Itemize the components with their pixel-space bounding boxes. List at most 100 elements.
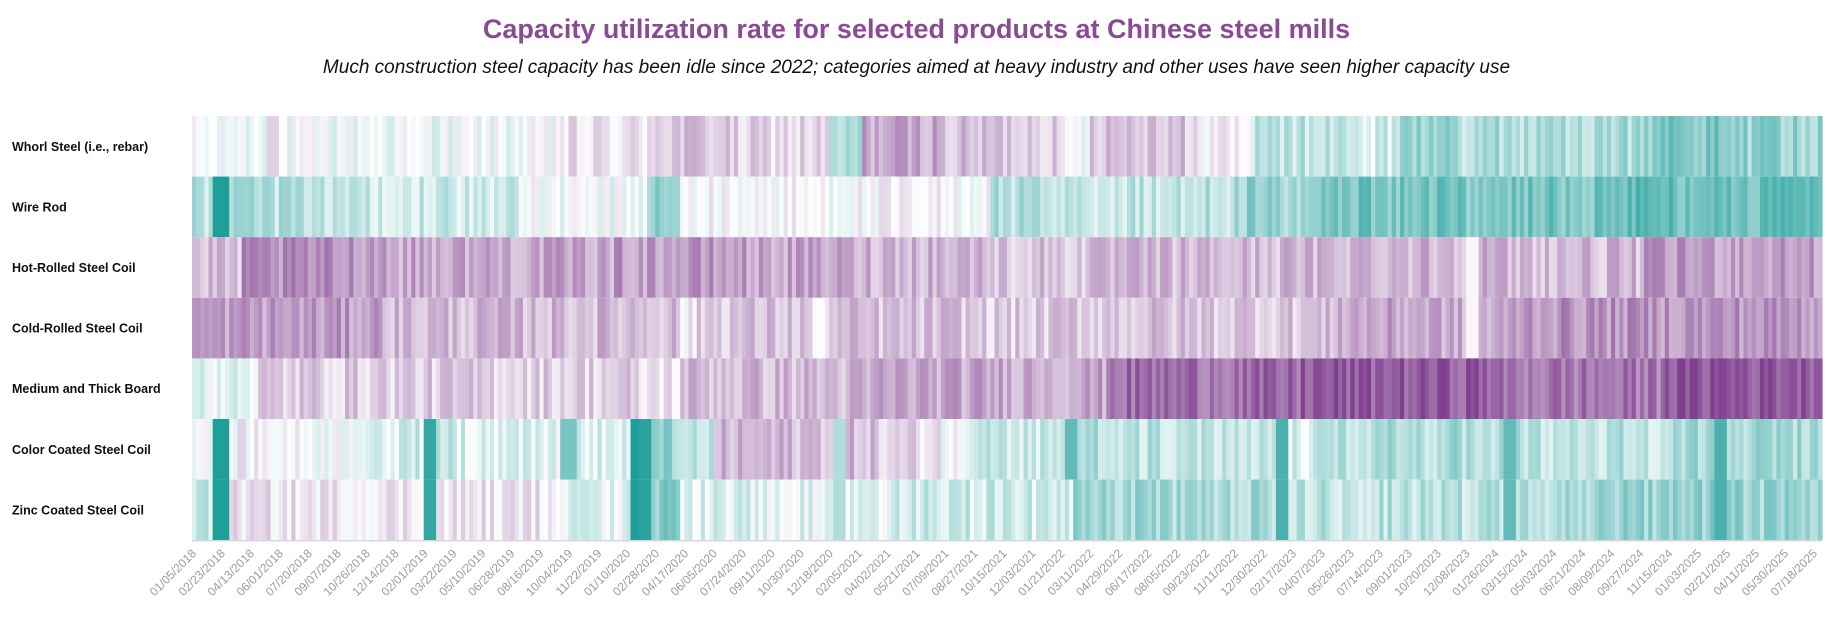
heatmap-cell xyxy=(1499,358,1505,419)
heatmap-cell xyxy=(779,419,785,480)
heatmap-cell xyxy=(1280,237,1285,298)
heatmap-cell xyxy=(1234,176,1240,238)
heatmap-cell xyxy=(1035,116,1041,177)
heatmap-cell xyxy=(1048,358,1054,419)
heatmap-cell xyxy=(200,237,206,298)
heatmap-cell xyxy=(1023,176,1029,238)
heatmap-cell xyxy=(1147,237,1153,298)
heatmap-cell xyxy=(1710,479,1716,541)
heatmap-cell xyxy=(316,419,321,480)
heatmap-cell xyxy=(932,176,938,238)
heatmap-cell xyxy=(891,116,896,177)
heatmap-cell xyxy=(1433,419,1438,480)
heatmap-cell xyxy=(1073,419,1078,480)
heatmap-cell xyxy=(1246,237,1252,298)
heatmap-cell xyxy=(1577,297,1583,359)
heatmap-cell xyxy=(965,116,971,177)
heatmap-cell xyxy=(1548,479,1554,541)
heatmap-cell xyxy=(1747,176,1753,238)
heatmap-cell xyxy=(1093,358,1099,419)
heatmap-cell xyxy=(1817,419,1823,480)
heatmap-cell xyxy=(783,176,789,238)
heatmap-cell xyxy=(593,116,599,177)
heatmap-cell xyxy=(469,237,474,298)
heatmap-cell xyxy=(676,116,681,177)
heatmap-cell xyxy=(1664,419,1670,480)
heatmap-cell xyxy=(729,297,735,359)
heatmap-cell xyxy=(1718,479,1724,541)
heatmap-cell xyxy=(986,297,992,359)
heatmap-cell xyxy=(1449,116,1455,177)
heatmap-cell xyxy=(1193,297,1198,359)
heatmap-cell xyxy=(1424,176,1430,238)
heatmap-cell xyxy=(742,419,747,480)
heatmap-cell xyxy=(1606,479,1612,541)
heatmap-cell xyxy=(1383,176,1389,238)
heatmap-cell xyxy=(887,358,892,419)
heatmap-cell xyxy=(1453,479,1459,541)
heatmap-cell xyxy=(568,237,574,298)
heatmap-cell xyxy=(713,297,719,359)
heatmap-cell xyxy=(1673,176,1678,238)
heatmap-cell xyxy=(411,176,416,238)
heatmap-cell xyxy=(1681,358,1687,419)
heatmap-cell xyxy=(1743,358,1749,419)
heatmap-cell xyxy=(1482,116,1488,177)
heatmap-cell xyxy=(870,116,876,177)
heatmap-cell xyxy=(1648,176,1653,238)
heatmap-cell xyxy=(477,176,483,238)
heatmap-cell xyxy=(1259,176,1265,238)
heatmap-cell xyxy=(1089,479,1095,541)
heatmap-cell xyxy=(1366,419,1372,480)
heatmap-cell xyxy=(1784,176,1790,238)
heatmap-cell xyxy=(998,116,1004,177)
heatmap-cell xyxy=(796,237,801,298)
heatmap-cell xyxy=(940,297,946,359)
heatmap-cell xyxy=(1064,176,1070,238)
heatmap-cell xyxy=(1172,419,1178,480)
heatmap-cell xyxy=(1685,358,1691,419)
heatmap-cell xyxy=(982,358,987,419)
heatmap-cell xyxy=(506,176,512,238)
heatmap-cell xyxy=(1445,419,1451,480)
heatmap-cell xyxy=(510,479,516,541)
heatmap-cell xyxy=(465,116,470,177)
heatmap-cell xyxy=(1408,116,1414,177)
heatmap-cell xyxy=(498,419,503,480)
heatmap-cell xyxy=(1011,297,1016,359)
heatmap-cell xyxy=(1309,358,1314,419)
heatmap-cell xyxy=(522,297,528,359)
heatmap-cell xyxy=(940,116,946,177)
heatmap-cell xyxy=(1565,479,1571,541)
heatmap-cell xyxy=(746,176,752,238)
heatmap-cell xyxy=(787,297,793,359)
heatmap-cell xyxy=(245,176,251,238)
heatmap-cell xyxy=(609,297,615,359)
heatmap-cell xyxy=(1408,176,1414,238)
heatmap-cell xyxy=(1685,237,1691,298)
heatmap-cell xyxy=(208,297,214,359)
heatmap-cell xyxy=(1528,116,1534,177)
heatmap-cell xyxy=(692,358,698,419)
heatmap-cell xyxy=(849,358,855,419)
heatmap-cell xyxy=(1395,358,1401,419)
heatmap-cell xyxy=(1383,419,1389,480)
heatmap-cell xyxy=(357,419,363,480)
heatmap-cell xyxy=(1193,479,1198,541)
heatmap-cell xyxy=(1126,237,1132,298)
heatmap-cell xyxy=(1366,479,1372,541)
heatmap-cell xyxy=(465,297,470,359)
heatmap-cell xyxy=(1433,479,1438,541)
heatmap-cell xyxy=(1528,297,1534,359)
heatmap-cell xyxy=(998,419,1004,480)
heatmap-cell xyxy=(928,116,934,177)
heatmap-cell xyxy=(1189,358,1194,419)
heatmap-cell xyxy=(196,419,201,480)
heatmap-cell xyxy=(423,116,429,177)
heatmap-cell xyxy=(1519,176,1525,238)
heatmap-cell xyxy=(1164,297,1169,359)
heatmap-cell xyxy=(688,116,694,177)
heatmap-cell xyxy=(626,297,632,359)
heatmap-cell xyxy=(336,297,342,359)
heatmap-cell xyxy=(762,116,768,177)
